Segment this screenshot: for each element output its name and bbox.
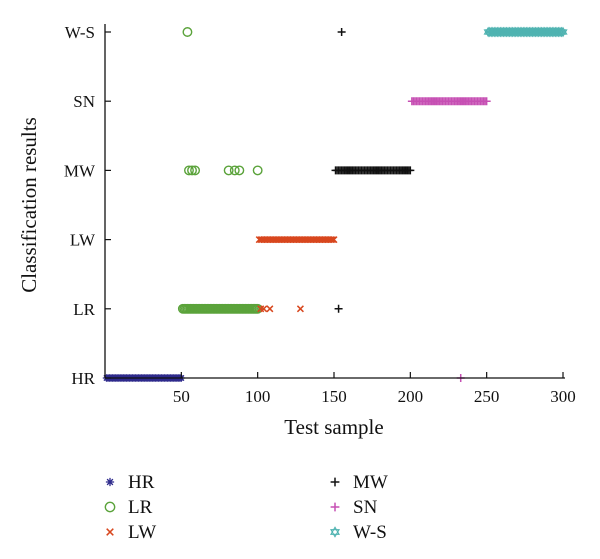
- legend-label: HR: [128, 472, 155, 493]
- data-point: [482, 97, 491, 106]
- legend-label: LW: [128, 522, 156, 543]
- legend-marker: [330, 477, 340, 487]
- x-tick-label: 100: [245, 387, 271, 406]
- x-axis-ticks: 50 100 150 200 250 300: [173, 372, 576, 406]
- legend-item-sn: SN: [330, 497, 378, 518]
- data-point: [406, 166, 415, 175]
- data-point: [266, 305, 274, 313]
- y-axis-title: Classification results: [17, 117, 41, 293]
- x-axis-title: Test sample: [284, 415, 383, 439]
- data-point: [296, 305, 304, 313]
- data-point: [328, 236, 337, 244]
- data-point: [187, 165, 197, 176]
- series-sn: [407, 97, 491, 382]
- legend-marker: [105, 477, 115, 487]
- series-mw: [331, 28, 415, 313]
- legend-item-w-s: W-S: [329, 522, 387, 543]
- data-point: [252, 303, 263, 314]
- legend-label: LR: [128, 497, 153, 518]
- y-tick-label: SN: [73, 92, 95, 111]
- legend-marker: [106, 528, 114, 536]
- legend-label: SN: [353, 497, 378, 518]
- series-lw: [255, 236, 338, 313]
- data-point: [337, 28, 346, 36]
- y-tick-label: LR: [73, 300, 95, 319]
- data-point: [223, 165, 234, 176]
- x-tick-label: 300: [550, 387, 576, 406]
- plot-area: [102, 26, 568, 382]
- series-w-s: [483, 26, 568, 38]
- data-point: [184, 165, 194, 176]
- data-point: [182, 27, 193, 37]
- y-tick-label: LW: [70, 231, 96, 250]
- legend-label: MW: [353, 472, 388, 493]
- y-tick-label: HR: [71, 369, 95, 388]
- data-point: [558, 26, 568, 38]
- y-tick-label: W-S: [65, 23, 95, 42]
- x-tick-label: 150: [321, 387, 347, 406]
- data-point: [334, 304, 343, 313]
- data-point: [190, 165, 201, 176]
- legend-marker: [330, 502, 340, 512]
- legend-item-mw: MW: [330, 472, 388, 493]
- legend-marker: [104, 501, 116, 513]
- data-point: [252, 165, 263, 176]
- legend-marker: [329, 526, 341, 538]
- data-point: [330, 236, 338, 244]
- x-tick-label: 250: [474, 387, 500, 406]
- legend-label: W-S: [353, 522, 387, 543]
- legend-item-lr: LR: [104, 497, 153, 518]
- legend: HR LR LW MW SN W-S: [104, 472, 388, 543]
- data-point: [229, 165, 240, 176]
- y-axis-ticks: HR LR LW MW SN W-S: [64, 23, 111, 388]
- legend-item-hr: HR: [105, 472, 155, 493]
- x-tick-label: 50: [173, 387, 190, 406]
- data-point: [260, 305, 268, 313]
- legend-item-lw: LW: [106, 522, 156, 543]
- data-point: [234, 165, 245, 176]
- y-tick-label: MW: [64, 161, 96, 180]
- x-tick-label: 200: [398, 387, 424, 406]
- series-lr: [177, 27, 263, 314]
